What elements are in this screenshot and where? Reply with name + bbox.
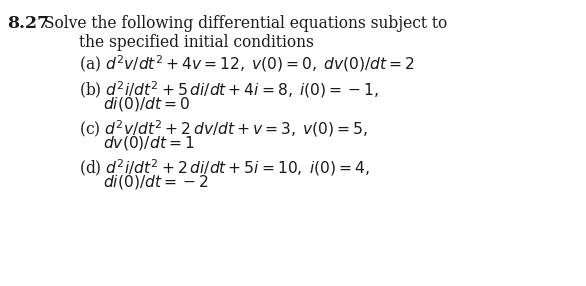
Text: (d) $d^2i/dt^2 + 2\,di/dt + 5i = 10,\; i(0) = 4,$: (d) $d^2i/dt^2 + 2\,di/dt + 5i = 10,\; i… (79, 157, 370, 178)
Text: 8.27: 8.27 (7, 15, 49, 32)
Text: the specified initial conditions: the specified initial conditions (79, 34, 314, 51)
Text: (b) $d^2i/dt^2 + 5\,di/dt + 4i = 8,\; i(0) = -1,$: (b) $d^2i/dt^2 + 5\,di/dt + 4i = 8,\; i(… (79, 79, 379, 100)
Text: Solve the following differential equations subject to: Solve the following differential equatio… (44, 15, 447, 32)
Text: (c) $d^2v/dt^2 + 2\,dv/dt + v = 3,\; v(0) = 5,$: (c) $d^2v/dt^2 + 2\,dv/dt + v = 3,\; v(0… (79, 118, 368, 139)
Text: (a) $d^2v/dt^2 + 4v = 12,\; v(0) = 0,\; dv(0)/dt = 2$: (a) $d^2v/dt^2 + 4v = 12,\; v(0) = 0,\; … (79, 53, 415, 74)
Text: $dv(0)/dt = 1$: $dv(0)/dt = 1$ (103, 134, 194, 152)
Text: $di(0)/dt = -2$: $di(0)/dt = -2$ (103, 173, 208, 191)
Text: $di(0)/dt = 0$: $di(0)/dt = 0$ (103, 95, 189, 113)
